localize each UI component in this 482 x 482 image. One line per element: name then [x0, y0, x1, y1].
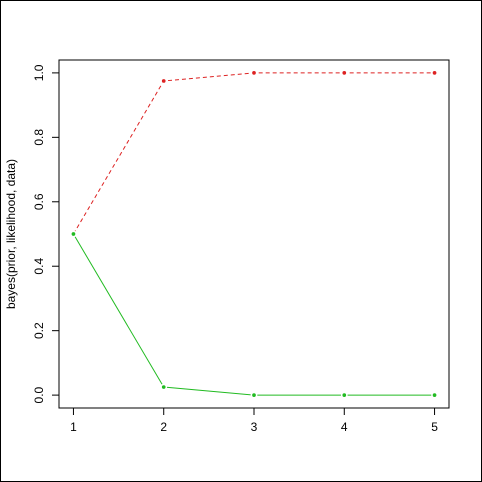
- y-tick-label: 1.0: [32, 64, 46, 81]
- y-tick-label: 0.0: [32, 386, 46, 403]
- data-point: [250, 391, 258, 399]
- data-point: [160, 383, 168, 391]
- data-point: [431, 391, 438, 399]
- x-tick-label: 3: [251, 420, 258, 434]
- data-point: [250, 69, 258, 77]
- x-tick-label: 1: [70, 420, 77, 434]
- x-tick-label: 2: [160, 420, 167, 434]
- data-point: [431, 69, 438, 77]
- y-tick-label: 0.2: [32, 322, 46, 339]
- x-tick-label: 5: [431, 420, 438, 434]
- data-point: [160, 77, 168, 85]
- data-point: [340, 391, 348, 399]
- y-tick-label: 0.6: [32, 193, 46, 210]
- data-point: [70, 230, 77, 238]
- data-point: [340, 69, 348, 77]
- y-axis-label: bayes(prior, likelihood, data): [4, 159, 18, 309]
- y-tick-label: 0.4: [32, 258, 46, 275]
- y-tick-label: 0.8: [32, 129, 46, 146]
- x-tick-label: 4: [341, 420, 348, 434]
